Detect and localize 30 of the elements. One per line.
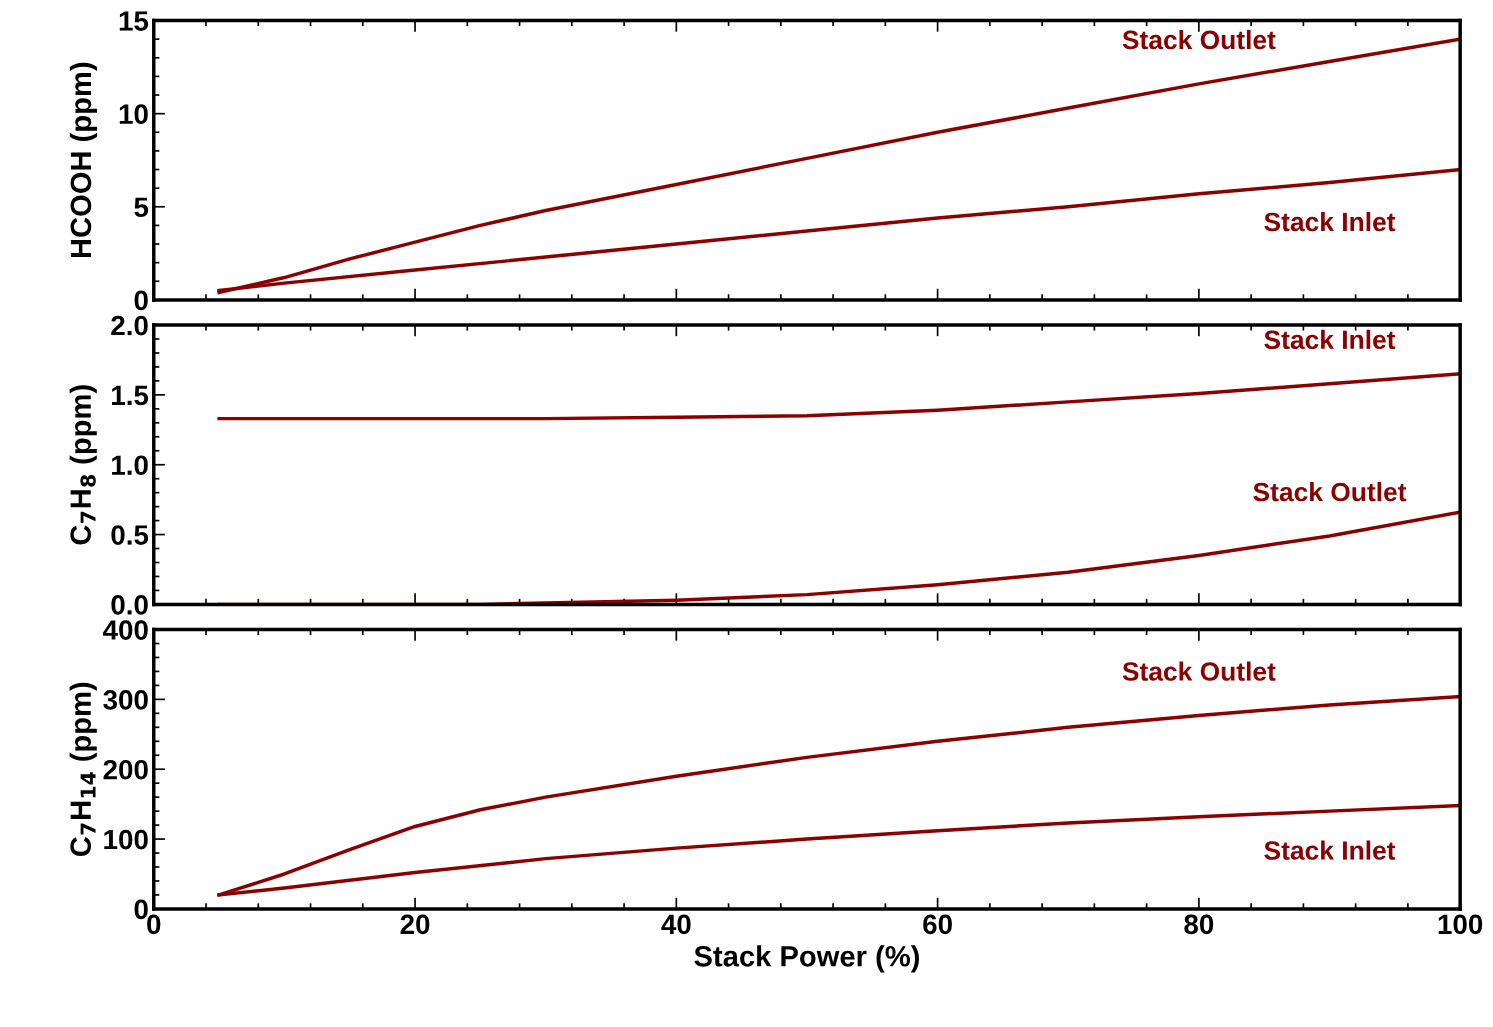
series-label: Stack Inlet <box>1264 211 1396 232</box>
y-tick-label: 10 <box>119 104 148 124</box>
y-tick-label: 0 <box>134 899 148 920</box>
y-tick-label: 1.5 <box>112 385 149 406</box>
series-label: Stack Outlet <box>1122 29 1276 50</box>
series-label: Stack Outlet <box>1253 481 1407 502</box>
y-tick-label: 0.5 <box>111 525 149 545</box>
y-tick-label: 1.0 <box>112 455 148 476</box>
series-label: Stack Inlet <box>1264 329 1396 350</box>
series-label: Stack Inlet <box>1264 840 1396 860</box>
x-tick-label: 100 <box>1438 914 1483 935</box>
y-axis-title: C$_{7}$H$_{14}$ (ppm) <box>69 682 97 857</box>
y-axis-title: C$_{7}$H$_{8}$ (ppm) <box>69 385 97 545</box>
y-tick-label: 200 <box>103 759 148 780</box>
y-tick-label: 0 <box>134 290 148 311</box>
line-series <box>217 372 1461 421</box>
x-tick-label: 20 <box>400 914 430 935</box>
y-tick-label: 15 <box>119 11 149 31</box>
y-tick-label: 2.0 <box>111 315 148 336</box>
y-tick-label: 300 <box>103 690 148 710</box>
y-tick-label: 400 <box>103 620 148 640</box>
y-axis-title: HCOOH (ppm) <box>69 62 98 258</box>
y-tick-label: 5 <box>134 197 149 218</box>
series-label: Stack Outlet <box>1122 661 1276 681</box>
x-tick-label: 60 <box>923 914 952 935</box>
x-tick-label: 40 <box>661 914 691 935</box>
y-tick-label: 100 <box>104 829 148 850</box>
y-tick-label: 0.0 <box>111 595 148 615</box>
x-axis-title: Stack Power (%) <box>694 945 919 973</box>
x-tick-label: 80 <box>1184 914 1214 935</box>
